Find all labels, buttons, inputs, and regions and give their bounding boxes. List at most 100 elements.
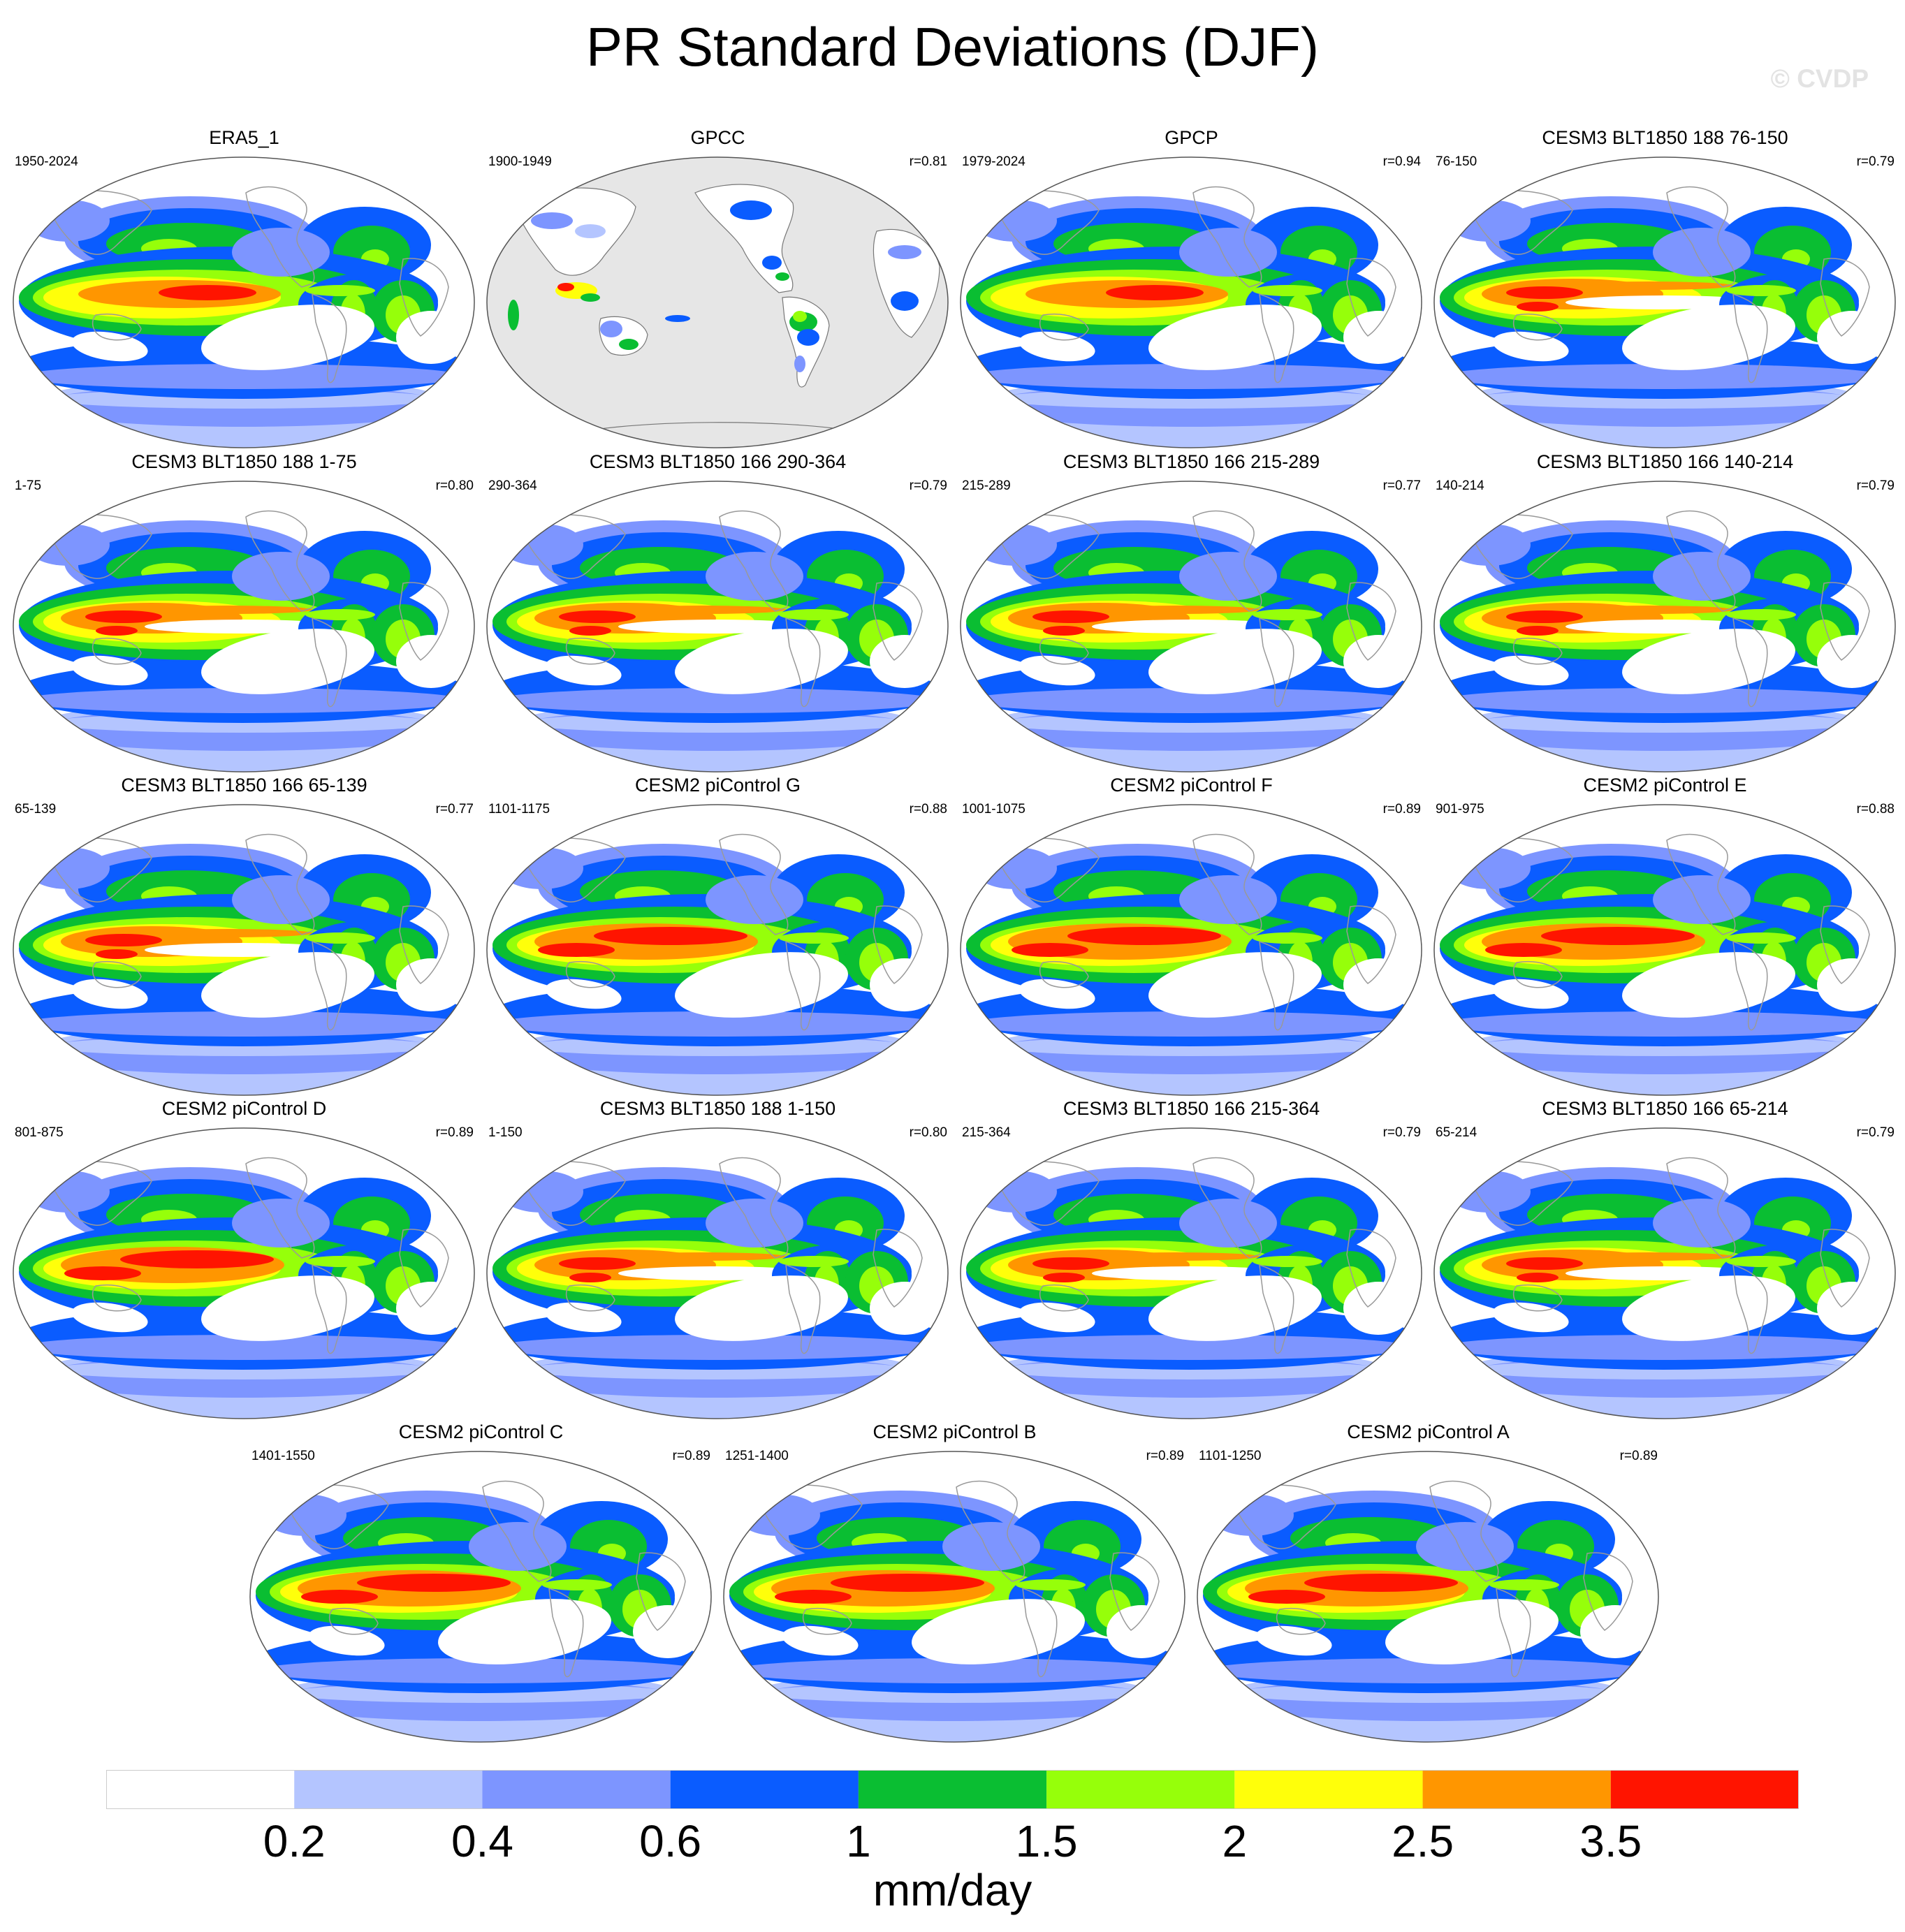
precip-std-map bbox=[249, 1451, 712, 1743]
map-panel: CESM3 BLT1850 166 65-139 65-139 r=0.77 bbox=[12, 774, 476, 1102]
precip-std-map bbox=[960, 481, 1422, 773]
colorbar-swatch bbox=[1234, 1771, 1423, 1808]
colorbar-tick-label: 0.2 bbox=[263, 1816, 326, 1866]
panel-years: 215-364 bbox=[962, 1125, 1011, 1140]
page-title: PR Standard Deviations (DJF) bbox=[585, 16, 1320, 78]
panel-pattern-correlation: r=0.88 bbox=[1856, 802, 1895, 817]
map-panel: CESM3 BLT1850 166 215-289 215-289 r=0.77 bbox=[959, 451, 1424, 779]
colorbar-swatch bbox=[1422, 1771, 1611, 1808]
colorbar-swatch bbox=[106, 1771, 295, 1808]
panel-pattern-correlation: r=0.81 bbox=[909, 154, 947, 169]
colorbar bbox=[106, 1770, 1799, 1809]
precip-std-map bbox=[1433, 481, 1896, 773]
panel-years: 65-139 bbox=[15, 802, 57, 817]
panel-title: CESM2 piControl E bbox=[1583, 775, 1747, 796]
colorbar-tick-label: 1.5 bbox=[1015, 1816, 1078, 1866]
panel-title: CESM2 piControl D bbox=[161, 1098, 327, 1119]
colorbar-tick-label: 1 bbox=[846, 1816, 871, 1866]
precip-std-map bbox=[1433, 804, 1896, 1096]
panel-years: 290-364 bbox=[488, 478, 537, 493]
panel-pattern-correlation: r=0.88 bbox=[909, 802, 947, 817]
map-panel: CESM3 BLT1850 188 1-150 1-150 r=0.80 bbox=[486, 1097, 950, 1426]
panel-pattern-correlation: r=0.89 bbox=[435, 1125, 474, 1140]
colorbar-swatch bbox=[858, 1771, 1047, 1808]
panel-title: GPCP bbox=[1165, 127, 1218, 148]
precip-std-map bbox=[13, 1127, 475, 1419]
colorbar-swatch bbox=[670, 1771, 859, 1808]
panel-title: CESM2 piControl C bbox=[398, 1421, 564, 1442]
colorbar-swatch bbox=[482, 1771, 671, 1808]
panel-years: 1101-1250 bbox=[1199, 1449, 1262, 1463]
panel-pattern-correlation: r=0.94 bbox=[1382, 154, 1421, 169]
panel-pattern-correlation: r=0.89 bbox=[1146, 1449, 1184, 1463]
panel-years: 1900-1949 bbox=[488, 154, 552, 169]
panel-title: CESM3 BLT1850 188 1-75 bbox=[131, 451, 357, 472]
colorbar-swatch bbox=[294, 1771, 483, 1808]
panel-title: CESM3 BLT1850 166 215-364 bbox=[1063, 1098, 1320, 1119]
map-panel: GPCC 1900-1949 r=0.81 bbox=[486, 126, 950, 455]
precip-std-map bbox=[960, 804, 1422, 1096]
panel-pattern-correlation: r=0.79 bbox=[1382, 1125, 1421, 1140]
precip-std-map bbox=[1197, 1451, 1659, 1743]
precip-std-map bbox=[723, 1451, 1185, 1743]
map-panel: CESM3 BLT1850 166 290-364 290-364 r=0.79 bbox=[486, 451, 950, 779]
map-panel: CESM2 piControl D 801-875 r=0.89 bbox=[12, 1097, 476, 1426]
map-panel: CESM2 piControl G 1101-1175 r=0.88 bbox=[486, 774, 950, 1102]
panel-pattern-correlation: r=0.79 bbox=[1856, 154, 1895, 169]
precip-std-map bbox=[13, 481, 475, 773]
panel-years: 65-214 bbox=[1436, 1125, 1477, 1140]
map-panel: CESM2 piControl E 901-975 r=0.88 bbox=[1433, 774, 1897, 1102]
panel-pattern-correlation: r=0.79 bbox=[1856, 1125, 1895, 1140]
precip-std-map bbox=[486, 481, 949, 773]
precip-std-map bbox=[1433, 1127, 1896, 1419]
precip-std-map bbox=[13, 804, 475, 1096]
panel-pattern-correlation: r=0.89 bbox=[1619, 1449, 1658, 1463]
map-panel: CESM2 piControl C 1401-1550 r=0.89 bbox=[249, 1421, 713, 1749]
precip-std-map bbox=[960, 1127, 1422, 1419]
colorbar-tick-label: 2.5 bbox=[1392, 1816, 1454, 1866]
panel-years: 1-75 bbox=[15, 478, 42, 493]
panel-pattern-correlation: r=0.79 bbox=[1856, 478, 1895, 493]
panel-pattern-correlation: r=0.77 bbox=[435, 802, 474, 817]
map-panel: ERA5_1 1950-2024 bbox=[12, 126, 476, 455]
panel-years: 1001-1075 bbox=[962, 802, 1026, 817]
panel-title: CESM2 piControl A bbox=[1347, 1421, 1510, 1442]
colorbar-frame bbox=[106, 1770, 1799, 1809]
panel-title: CESM3 BLT1850 166 290-364 bbox=[589, 451, 847, 472]
precip-std-map bbox=[486, 804, 949, 1096]
panel-years: 801-875 bbox=[15, 1125, 64, 1140]
map-panel: CESM2 piControl F 1001-1075 r=0.89 bbox=[959, 774, 1424, 1102]
map-panel: GPCP 1979-2024 r=0.94 bbox=[959, 126, 1424, 455]
panel-title: CESM3 BLT1850 166 65-214 bbox=[1542, 1098, 1788, 1119]
panel-years: 1950-2024 bbox=[15, 154, 78, 169]
panel-title: CESM3 BLT1850 166 215-289 bbox=[1063, 451, 1320, 472]
colorbar-tick-label: 0.6 bbox=[639, 1816, 702, 1866]
panel-title: ERA5_1 bbox=[209, 127, 279, 148]
panel-title: CESM2 piControl G bbox=[634, 775, 801, 796]
colorbar-tick-label: 3.5 bbox=[1579, 1816, 1642, 1866]
precip-std-map bbox=[1433, 156, 1896, 448]
watermark: © CVDP bbox=[1770, 64, 1869, 93]
panel-title: GPCC bbox=[690, 127, 745, 148]
panel-years: 901-975 bbox=[1436, 802, 1484, 817]
panel-pattern-correlation: r=0.77 bbox=[1382, 478, 1421, 493]
panel-years: 1401-1550 bbox=[251, 1449, 315, 1463]
colorbar-units: mm/day bbox=[873, 1865, 1032, 1915]
panel-title: CESM3 BLT1850 188 1-150 bbox=[599, 1098, 836, 1119]
panel-years: 140-214 bbox=[1436, 478, 1484, 493]
precip-std-map bbox=[960, 156, 1422, 448]
panel-years: 76-150 bbox=[1436, 154, 1477, 169]
precip-std-map bbox=[13, 156, 475, 448]
map-panel: CESM2 piControl A 1101-1250 r=0.89 bbox=[1196, 1421, 1661, 1749]
colorbar-swatch bbox=[1610, 1771, 1799, 1808]
panel-title: CESM3 BLT1850 166 65-139 bbox=[121, 775, 367, 796]
panel-years: 1979-2024 bbox=[962, 154, 1026, 169]
colorbar-tick-label: 2 bbox=[1222, 1816, 1248, 1866]
panel-pattern-correlation: r=0.79 bbox=[909, 478, 947, 493]
panel-title: CESM3 BLT1850 188 76-150 bbox=[1542, 127, 1788, 148]
panel-pattern-correlation: r=0.89 bbox=[672, 1449, 710, 1463]
panel-title: CESM3 BLT1850 166 140-214 bbox=[1536, 451, 1794, 472]
precip-std-map bbox=[486, 1127, 949, 1419]
panel-years: 1251-1400 bbox=[725, 1449, 789, 1463]
map-panel: CESM2 piControl B 1251-1400 r=0.89 bbox=[722, 1421, 1187, 1749]
